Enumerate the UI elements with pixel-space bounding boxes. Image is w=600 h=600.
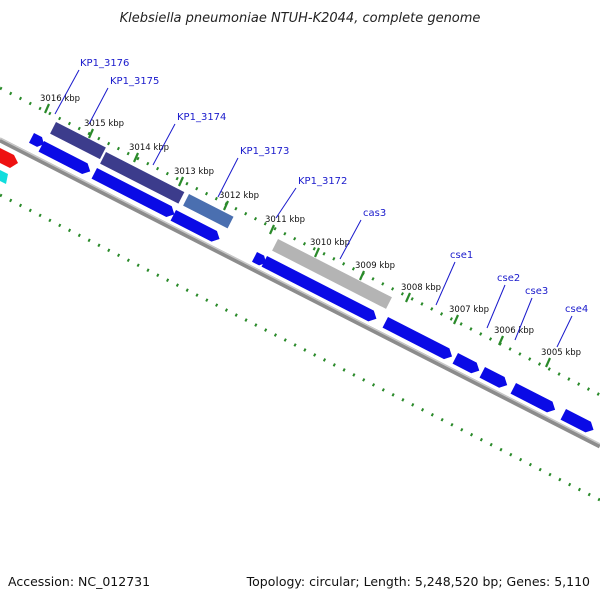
selected-gene-block[interactable]: [183, 194, 234, 229]
gene-leader-line: [152, 123, 176, 166]
gene-track: [28, 122, 594, 433]
feature-cyan[interactable]: [0, 170, 8, 184]
gene-leader-line: [486, 284, 506, 329]
gene-leader-line: [435, 261, 456, 306]
scale-tick-label: 3009 kbp: [355, 261, 395, 271]
gene-label[interactable]: KP1_3176: [80, 58, 129, 69]
scale-tick-label: 3005 kbp: [541, 348, 581, 358]
scale-tick-label: 3011 kbp: [265, 215, 305, 225]
scale-ticks: 3016 kbp 3015 kbp 3014 kbp 3013 kbp 3012 kbp…: [40, 94, 581, 368]
selected-gene-block[interactable]: [100, 152, 185, 204]
cds-arrow[interactable]: [560, 409, 594, 433]
gene-leader-line: [275, 187, 297, 219]
gene-leader-line: [88, 87, 109, 125]
feature-red[interactable]: [0, 148, 18, 168]
genome-summary-text: Topology: circular; Length: 5,248,520 bp…: [246, 574, 590, 589]
scale-tick-mark: [268, 224, 276, 235]
scale-tick-mark: [358, 270, 366, 281]
cds-arrow[interactable]: [91, 168, 175, 217]
scale-tick-mark: [544, 357, 552, 368]
cds-arrow[interactable]: [38, 141, 91, 175]
gene-labels: KP1_3176 KP1_3175 KP1_3174 KP1_3173 KP1_3172…: [54, 58, 588, 348]
scale-tick-mark: [404, 292, 412, 303]
scale-tick-mark: [132, 152, 140, 163]
scale-tick-label: 3007 kbp: [449, 305, 489, 315]
cds-arrow[interactable]: [479, 367, 508, 388]
gene-label[interactable]: cas3: [363, 208, 386, 219]
scale-tick-label: 3015 kbp: [84, 119, 124, 129]
gene-label[interactable]: cse2: [497, 273, 520, 284]
gene-label[interactable]: cse3: [525, 286, 548, 297]
scale-tick-label: 3008 kbp: [401, 283, 441, 293]
selected-gene-block[interactable]: [50, 122, 106, 160]
scale-tick-mark: [313, 247, 321, 258]
gene-leader-line: [217, 157, 239, 198]
scale-tick-label: 3010 kbp: [310, 238, 350, 248]
scale-tick-label: 3006 kbp: [494, 326, 534, 336]
scale-tick-mark: [177, 176, 185, 187]
scale-tick-label: 3014 kbp: [129, 143, 169, 153]
cds-arrow[interactable]: [251, 252, 267, 266]
scale-tick-mark: [222, 200, 230, 211]
gene-label[interactable]: KP1_3175: [110, 76, 159, 87]
scale-tick-mark: [87, 128, 95, 139]
cds-arrow[interactable]: [28, 133, 44, 147]
cds-arrow[interactable]: [261, 256, 377, 322]
gene-leader-line: [514, 297, 533, 341]
scale-tick-label: 3012 kbp: [219, 191, 259, 201]
genome-backbone: [0, 137, 600, 449]
selected-gene-block[interactable]: [272, 239, 392, 309]
genome-backbone-highlight: [0, 137, 600, 445]
scale-tick-label: 3013 kbp: [174, 167, 214, 177]
scale-tick-mark: [497, 335, 505, 346]
gene-label[interactable]: KP1_3174: [177, 112, 226, 123]
cds-arrow[interactable]: [510, 383, 556, 413]
cds-arrow[interactable]: [452, 353, 480, 374]
scale-tick-label: 3016 kbp: [40, 94, 80, 104]
accession-text: Accession: NC_012731: [8, 574, 150, 589]
cds-arrow[interactable]: [170, 210, 220, 242]
gene-leader-line: [556, 315, 573, 348]
gene-label[interactable]: cse4: [565, 304, 588, 315]
gene-label[interactable]: KP1_3172: [298, 176, 347, 187]
scale-tick-mark: [43, 103, 51, 114]
gene-label[interactable]: cse1: [450, 250, 473, 261]
gene-leader-line: [339, 219, 362, 260]
map-title: Klebsiella pneumoniae NTUH-K2044, comple…: [120, 11, 481, 26]
cds-arrow[interactable]: [382, 317, 453, 360]
scale-tick-mark: [452, 314, 460, 325]
gene-label[interactable]: KP1_3173: [240, 146, 289, 157]
gene-leader-line: [54, 69, 80, 115]
